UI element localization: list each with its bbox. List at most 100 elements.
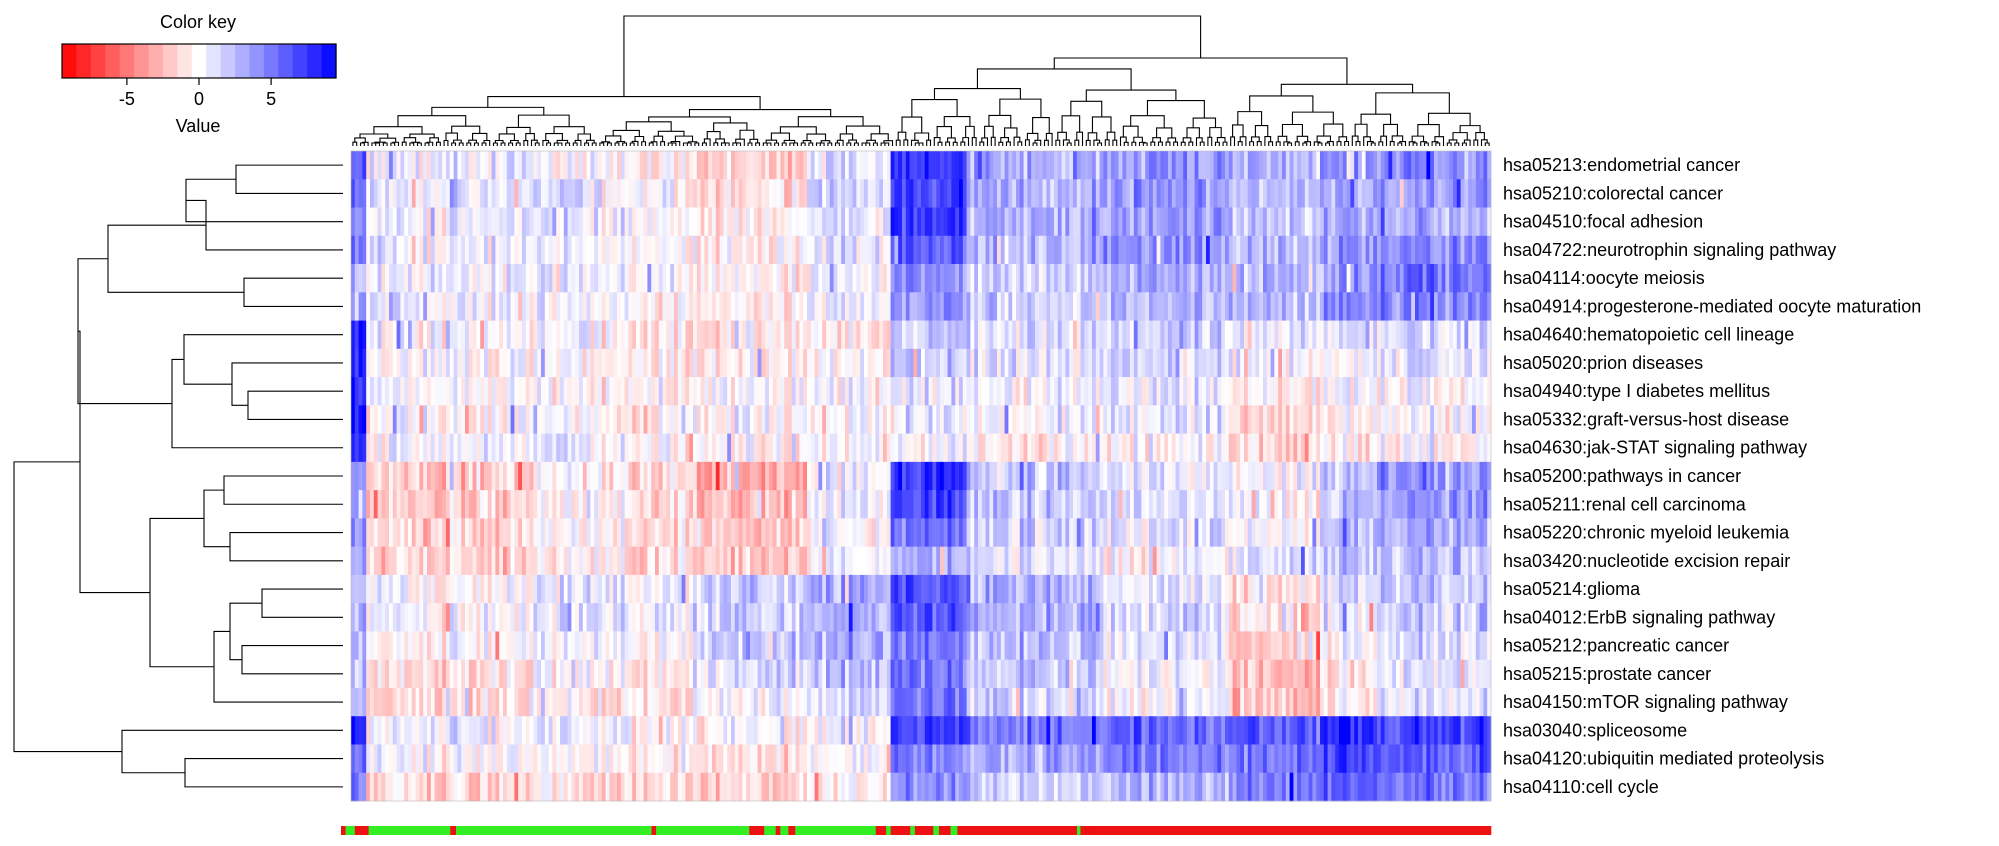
heatmap-cell: [392, 518, 397, 547]
heatmap-cell: [788, 546, 793, 576]
heatmap-cell: [1012, 772, 1017, 802]
heatmap-cell: [541, 207, 546, 237]
heatmap-cell: [712, 716, 717, 745]
heatmap-cell: [750, 461, 755, 491]
heatmap-cell: [651, 716, 656, 745]
heatmap-cell: [727, 716, 732, 745]
heatmap-cell: [715, 687, 720, 717]
column-dendrogram-branch: [1249, 141, 1255, 146]
heatmap-cell: [533, 179, 538, 208]
heatmap-cell: [586, 603, 591, 632]
heatmap-cell: [1107, 264, 1112, 293]
heatmap-cell: [662, 264, 667, 293]
color-key-band: [177, 44, 193, 78]
heatmap-cell: [810, 744, 815, 774]
heatmap-cell: [795, 490, 800, 519]
heatmap-cell: [833, 207, 838, 237]
heatmap-cell: [1019, 546, 1024, 576]
heatmap-cell: [1061, 377, 1066, 406]
heatmap-cell: [750, 631, 755, 661]
heatmap-cell: [841, 744, 846, 774]
heatmap-cell: [1054, 264, 1059, 293]
heatmap-cell: [605, 546, 610, 576]
heatmap-cell: [362, 744, 367, 774]
heatmap-cell: [1061, 207, 1066, 237]
heatmap-cell: [522, 207, 527, 237]
heatmap-cell: [624, 179, 629, 208]
color-key-band: [235, 44, 251, 78]
heatmap-cell: [829, 687, 834, 717]
heatmap-cell: [438, 264, 443, 293]
heatmap-cell: [674, 716, 679, 745]
heatmap-cell: [704, 772, 709, 802]
heatmap-cell: [476, 659, 481, 689]
heatmap-cell: [643, 518, 648, 547]
heatmap-cell: [552, 744, 557, 774]
heatmap-cell: [351, 659, 356, 689]
column-dendrogram-branch: [945, 141, 951, 146]
heatmap-cell: [449, 574, 454, 604]
heatmap-cell: [480, 292, 485, 321]
heatmap-cell: [449, 320, 454, 350]
heatmap-cell: [560, 235, 565, 265]
heatmap-cell: [829, 518, 834, 547]
heatmap-cell: [993, 179, 998, 208]
heatmap-cell: [586, 292, 591, 321]
heatmap-cell: [658, 716, 663, 745]
heatmap-cell: [1012, 716, 1017, 745]
heatmap-cell: [1016, 716, 1021, 745]
heatmap-cell: [750, 687, 755, 717]
heatmap-cell: [761, 546, 766, 576]
heatmap-cell: [727, 207, 732, 237]
heatmap-cell: [370, 716, 375, 745]
heatmap-cell: [1095, 631, 1100, 661]
heatmap-cell: [772, 574, 777, 604]
heatmap-cell: [1080, 461, 1085, 491]
heatmap-cell: [518, 518, 523, 547]
heatmap-cell: [1099, 659, 1104, 689]
heatmap-cell: [959, 744, 964, 774]
heatmap-cell: [879, 603, 884, 632]
heatmap-cell: [864, 603, 869, 632]
column-dendrogram-branch: [577, 133, 591, 141]
heatmap-cell: [655, 461, 660, 491]
column-dendrogram-branch: [1167, 137, 1177, 143]
column-dendrogram-branch: [468, 139, 477, 143]
heatmap-cell: [1073, 603, 1078, 632]
column-dendrogram-branch: [1232, 124, 1244, 137]
column-dendrogram-branch: [747, 142, 753, 146]
heatmap-cell: [685, 603, 690, 632]
heatmap-cell: [415, 518, 420, 547]
heatmap-cell: [1035, 320, 1040, 350]
heatmap-cell: [1027, 687, 1032, 717]
heatmap-cell: [647, 772, 652, 802]
heatmap-cell: [662, 772, 667, 802]
heatmap-cell: [392, 631, 397, 661]
heatmap-cell: [879, 151, 884, 180]
heatmap-cell: [396, 659, 401, 689]
heatmap-cell: [362, 348, 367, 378]
heatmap-cell: [1099, 603, 1104, 632]
heatmap-cell: [784, 659, 789, 689]
heatmap-cell: [932, 235, 937, 265]
heatmap-cell: [689, 574, 694, 604]
heatmap-cell: [924, 490, 929, 519]
heatmap-cell: [560, 377, 565, 406]
heatmap-cell: [689, 603, 694, 632]
heatmap-cell: [989, 292, 994, 321]
heatmap-cell: [1023, 151, 1028, 180]
heatmap-cell: [476, 207, 481, 237]
heatmap-cell: [696, 320, 701, 350]
heatmap-cell: [662, 179, 667, 208]
heatmap-cell: [1031, 659, 1036, 689]
heatmap-cell: [719, 631, 724, 661]
heatmap-cell: [1038, 433, 1043, 463]
heatmap-cell: [457, 179, 462, 208]
heatmap-cell: [674, 433, 679, 463]
column-dendrogram-branch: [424, 142, 430, 146]
heatmap-cell: [776, 490, 781, 519]
heatmap-cell: [514, 518, 519, 547]
heatmap-cell: [598, 574, 603, 604]
heatmap-cell: [1076, 235, 1081, 265]
heatmap-cell: [613, 320, 618, 350]
